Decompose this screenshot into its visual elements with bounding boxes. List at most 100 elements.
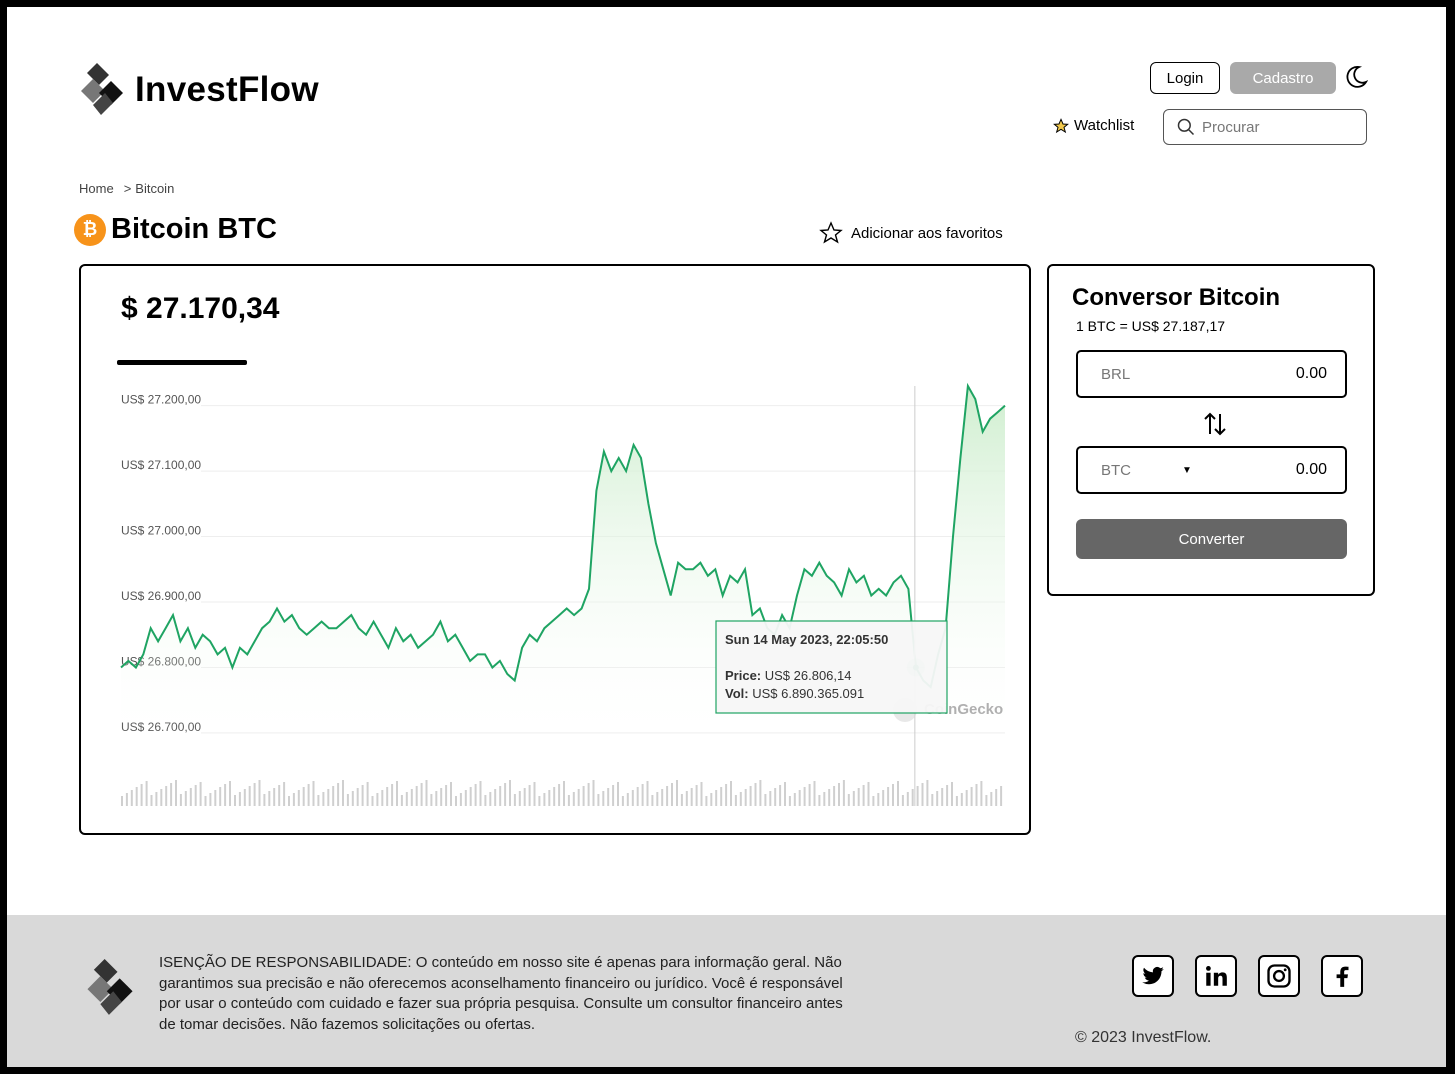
tooltip-box — [715, 620, 948, 714]
linkedin-icon[interactable] — [1195, 955, 1237, 997]
volume-bar — [189, 788, 192, 806]
to-currency-select[interactable]: BTC — [1101, 461, 1131, 479]
volume-bar — [371, 796, 374, 806]
volume-bar — [528, 785, 531, 806]
volume-bar — [229, 781, 231, 806]
volume-bar — [243, 789, 246, 806]
volume-bar — [238, 792, 241, 806]
volume-bar — [504, 783, 507, 806]
volume-bar — [513, 794, 516, 806]
volume-bar — [793, 793, 796, 806]
volume-bar — [862, 785, 865, 806]
volume-bar — [435, 791, 438, 806]
volume-bar — [538, 796, 541, 806]
volume-bar — [479, 781, 482, 806]
to-value[interactable]: 0.00 — [1295, 461, 1327, 478]
volume-bar — [720, 787, 723, 806]
footer: ISENÇÃO DE RESPONSABILIDADE: O conteúdo … — [7, 915, 1446, 1067]
volume-bar — [509, 780, 511, 806]
volume-bar — [734, 795, 737, 806]
search-input[interactable]: Procurar — [1163, 109, 1367, 145]
volume-bar — [631, 790, 634, 806]
to-amount-field[interactable]: BTC ▼ 0.00 — [1076, 446, 1347, 494]
volume-bar — [204, 796, 207, 806]
volume-bar — [621, 796, 624, 806]
volume-bar — [317, 795, 320, 806]
add-favorite-button[interactable]: Adicionar aos favoritos — [819, 221, 1003, 245]
signup-button[interactable]: Cadastro — [1230, 62, 1336, 94]
instagram-icon[interactable] — [1258, 955, 1300, 997]
volume-bar — [808, 784, 811, 806]
volume-bar — [842, 780, 845, 806]
dark-mode-toggle-icon[interactable] — [1344, 65, 1368, 89]
volume-bar — [872, 796, 875, 806]
volume-bar — [921, 783, 924, 806]
watchlist-link[interactable]: Watchlist — [1053, 117, 1134, 134]
convert-button[interactable]: Converter — [1076, 519, 1347, 559]
star-icon — [1053, 117, 1069, 133]
volume-bar — [676, 780, 678, 806]
twitter-icon[interactable] — [1132, 955, 1174, 997]
volume-bar — [248, 786, 251, 806]
tooltip-price: Price: US$ 26.806,14 — [725, 668, 851, 683]
volume-bar — [626, 793, 629, 806]
brand-logo[interactable]: InvestFlow — [79, 63, 319, 117]
volume-bar — [155, 792, 158, 806]
swap-arrows-icon[interactable] — [1201, 410, 1229, 438]
volume-bar — [617, 782, 619, 806]
volume-bar — [828, 789, 831, 806]
volume-bar — [165, 786, 168, 806]
volume-bar — [779, 785, 782, 806]
volume-bar — [725, 784, 728, 806]
price-line — [120, 382, 1006, 689]
volume-bar — [288, 796, 290, 806]
brand-name: InvestFlow — [135, 70, 319, 109]
from-amount-field[interactable]: BRL 0.00 — [1076, 350, 1347, 398]
volume-bar — [911, 789, 914, 806]
volume-bar — [951, 782, 953, 806]
breadcrumb: Home > Bitcoin — [79, 181, 174, 196]
volume-bar — [990, 792, 993, 806]
breadcrumb-home[interactable]: Home — [79, 181, 114, 196]
volume-bar — [965, 790, 968, 806]
search-placeholder: Procurar — [1202, 118, 1260, 136]
volume-bar — [405, 792, 408, 806]
chevron-down-icon[interactable]: ▼ — [1182, 464, 1192, 476]
star-outline-icon — [819, 221, 843, 244]
volume-bar — [518, 791, 521, 806]
volume-bar — [980, 781, 983, 806]
volume-bar — [160, 789, 163, 806]
volume-bar — [450, 782, 452, 806]
investflow-logo-icon — [81, 63, 123, 115]
volume-bar — [587, 783, 590, 806]
volume-bar — [474, 784, 477, 806]
volume-bar — [567, 795, 570, 806]
volume-bar — [337, 783, 340, 806]
volume-bar — [400, 795, 403, 806]
login-button[interactable]: Login — [1150, 62, 1220, 94]
facebook-icon[interactable] — [1321, 955, 1363, 997]
breadcrumb-separator: > — [123, 181, 132, 196]
volume-bar — [798, 790, 801, 806]
volume-bar — [322, 792, 325, 806]
volume-bar — [744, 789, 747, 806]
volume-bar — [145, 781, 148, 806]
volume-bar — [931, 794, 934, 806]
volume-bar — [700, 782, 703, 806]
volume-bar — [420, 783, 423, 806]
volume-bar — [258, 780, 261, 806]
volume-bar — [430, 794, 433, 806]
price-chart[interactable]: US$ 27.200,00 US$ 27.100,00 US$ 27.000,00 U… — [81, 266, 1029, 833]
y-tick-label: US$ 27.100,00 — [121, 458, 201, 472]
volume-bar — [342, 780, 344, 806]
footer-logo-icon — [87, 959, 133, 1015]
volume-bar — [543, 793, 546, 806]
breadcrumb-current: Bitcoin — [135, 181, 175, 196]
y-tick-label: US$ 26.900,00 — [121, 589, 201, 603]
volume-bar — [469, 787, 472, 806]
volume-bar — [897, 781, 899, 806]
volume-bar — [592, 780, 595, 806]
volume-bar — [975, 784, 978, 806]
from-value[interactable]: 0.00 — [1295, 365, 1327, 382]
volume-bar — [823, 792, 826, 806]
